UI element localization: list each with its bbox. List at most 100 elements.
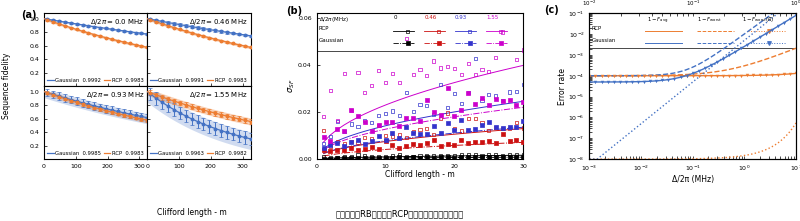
Point — [747, 74, 760, 77]
Point — [510, 153, 523, 157]
Point — [729, 50, 742, 54]
Point — [366, 84, 378, 88]
Point — [338, 72, 350, 75]
Point — [619, 80, 632, 84]
Point — [686, 74, 699, 78]
Point — [317, 146, 330, 150]
Point — [482, 153, 495, 156]
Point — [372, 155, 385, 158]
Point — [686, 72, 699, 75]
Point — [331, 127, 344, 130]
Point — [372, 148, 385, 151]
Point — [434, 144, 447, 147]
Point — [366, 137, 378, 140]
Point — [503, 153, 516, 156]
Point — [434, 131, 447, 135]
Point — [469, 140, 482, 143]
Point — [626, 74, 638, 78]
Point — [729, 74, 742, 77]
Point — [595, 74, 608, 78]
Point — [406, 73, 419, 76]
Point — [710, 74, 723, 77]
Point — [496, 155, 509, 159]
Point — [717, 57, 730, 61]
Point — [496, 99, 509, 103]
Legend: Gaussian  0.9992, RCP  0.9983: Gaussian 0.9992, RCP 0.9983 — [46, 78, 144, 84]
Point — [366, 145, 378, 149]
Point — [421, 156, 434, 159]
Point — [448, 156, 461, 159]
Point — [674, 74, 687, 78]
Point — [589, 74, 602, 78]
Point — [455, 138, 468, 142]
Point — [358, 142, 371, 145]
Point — [778, 21, 790, 25]
Point — [379, 81, 392, 85]
Point — [317, 157, 330, 160]
Point — [441, 106, 454, 110]
Point — [662, 78, 674, 81]
Point — [692, 69, 705, 73]
Point — [455, 153, 468, 156]
Point — [366, 156, 378, 159]
Point — [778, 72, 790, 76]
Point — [448, 154, 461, 157]
Point — [421, 74, 434, 77]
Point — [421, 104, 434, 108]
Text: Clifford length - m: Clifford length - m — [157, 208, 227, 217]
Point — [414, 128, 426, 131]
Point — [490, 141, 502, 145]
Point — [517, 101, 530, 104]
Point — [503, 0, 516, 2]
Point — [352, 70, 365, 74]
Point — [766, 28, 778, 32]
Point — [414, 153, 426, 157]
Text: $\Delta/2\pi = 0.0$ MHz: $\Delta/2\pi = 0.0$ MHz — [90, 17, 144, 27]
Point — [338, 142, 350, 145]
Point — [517, 48, 530, 52]
Point — [393, 136, 406, 139]
Point — [583, 74, 596, 78]
Point — [469, 57, 482, 60]
Point — [372, 156, 385, 159]
Point — [469, 156, 482, 159]
Point — [358, 154, 371, 157]
Point — [759, 32, 772, 36]
Point — [358, 91, 371, 94]
Point — [338, 144, 350, 148]
Point — [766, 73, 778, 77]
Point — [496, 132, 509, 136]
Point — [448, 114, 461, 117]
Point — [393, 81, 406, 85]
Point — [602, 80, 614, 84]
Point — [379, 120, 392, 123]
Text: RCP: RCP — [318, 26, 330, 31]
Text: 0.46: 0.46 — [424, 15, 436, 21]
Point — [462, 141, 474, 144]
Point — [324, 135, 337, 138]
Point — [421, 127, 434, 131]
Point — [317, 148, 330, 152]
Point — [372, 124, 385, 127]
Point — [421, 98, 434, 102]
Point — [475, 140, 488, 144]
Point — [644, 80, 657, 83]
Point — [338, 148, 350, 151]
Point — [421, 141, 434, 145]
Point — [717, 74, 730, 77]
Text: Gaussian: Gaussian — [591, 38, 616, 43]
Point — [406, 130, 419, 134]
Point — [414, 68, 426, 72]
Point — [496, 98, 509, 102]
Point — [503, 98, 516, 102]
Point — [331, 141, 344, 144]
Point — [400, 145, 413, 148]
Point — [674, 75, 687, 79]
Text: $1-F_{\rm worst}(R)$: $1-F_{\rm worst}(R)$ — [742, 15, 774, 25]
Point — [482, 128, 495, 132]
Point — [790, 14, 800, 17]
Text: $\Delta/2\pi$(MHz): $\Delta/2\pi$(MHz) — [318, 15, 349, 25]
Point — [434, 113, 447, 116]
Legend: Gaussian  0.9985, RCP  0.9983: Gaussian 0.9985, RCP 0.9983 — [46, 151, 144, 156]
Point — [510, 58, 523, 61]
